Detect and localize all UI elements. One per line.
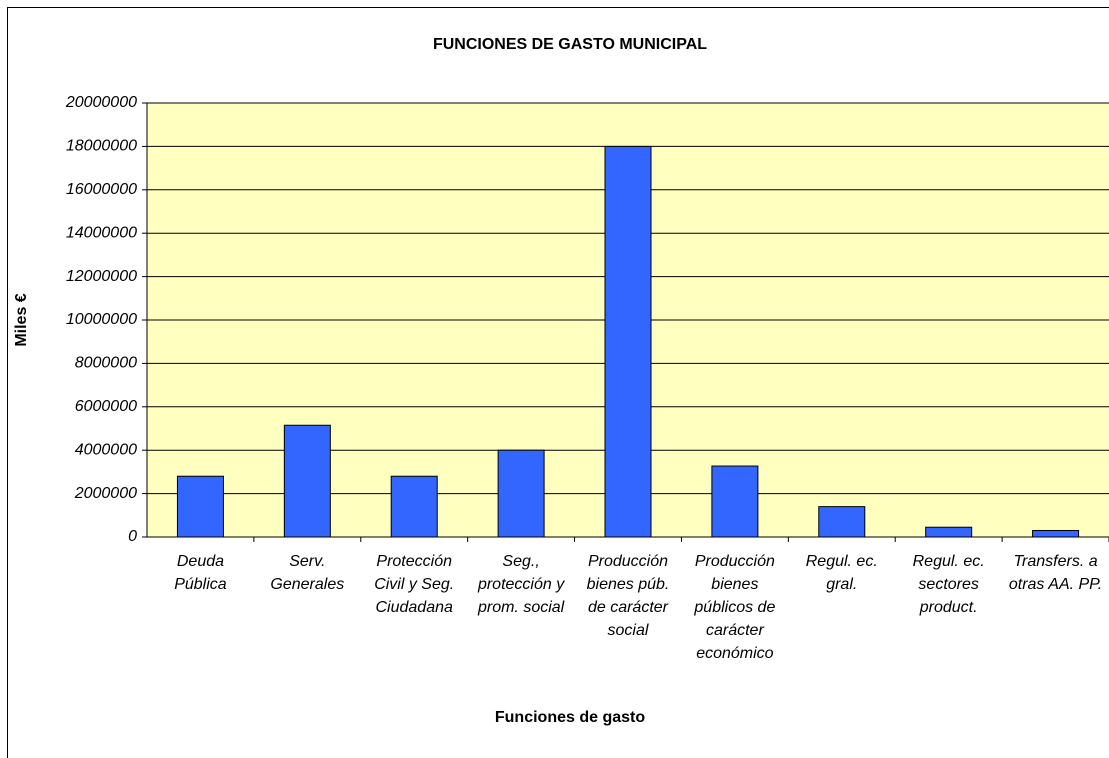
- x-tick-label: Regul. ec. sectores product.: [912, 553, 985, 616]
- y-tick-label: 2000000: [74, 485, 137, 502]
- bar: [711, 465, 759, 538]
- x-tick-label: Seg., protección y prom. social: [477, 553, 565, 616]
- chart-title: FUNCIONES DE GASTO MUNICIPAL: [433, 36, 707, 53]
- y-tick-label: 14000000: [66, 224, 137, 241]
- x-tick-label: Producción bienes púb. de carácter socia…: [586, 553, 670, 639]
- x-tick-label: Deuda Pública: [174, 553, 227, 593]
- y-tick-label: 10000000: [66, 311, 137, 328]
- bar: [818, 506, 866, 538]
- y-tick-label: 6000000: [75, 398, 137, 415]
- bar: [925, 526, 973, 538]
- bar: [390, 475, 438, 538]
- x-axis-label: Funciones de gasto: [495, 709, 645, 726]
- x-tick-label: Regul. ec. gral.: [805, 553, 878, 593]
- y-tick-label: 8000000: [75, 355, 137, 372]
- y-tick-label: 20000000: [65, 94, 137, 111]
- x-tick-label: Serv. Generales: [270, 553, 345, 593]
- x-tick-label: Producción bienes públicos de carácter e…: [694, 553, 776, 662]
- bar: [283, 424, 331, 538]
- y-tick-label: 12000000: [66, 268, 137, 285]
- y-tick-label: 0: [128, 528, 137, 545]
- y-tick-label: 18000000: [66, 138, 137, 155]
- bar: [604, 145, 652, 538]
- bar: [1032, 529, 1080, 538]
- x-tick-label: Protección Civil y Seg. Ciudadana: [374, 553, 455, 616]
- x-tick-label: Transfers. a otras AA. PP.: [1008, 553, 1103, 593]
- bar: [497, 449, 545, 538]
- y-tick-label: 4000000: [75, 441, 137, 458]
- y-tick-label: 16000000: [66, 181, 137, 198]
- y-axis-label: Miles €: [13, 293, 30, 346]
- bar: [176, 475, 224, 538]
